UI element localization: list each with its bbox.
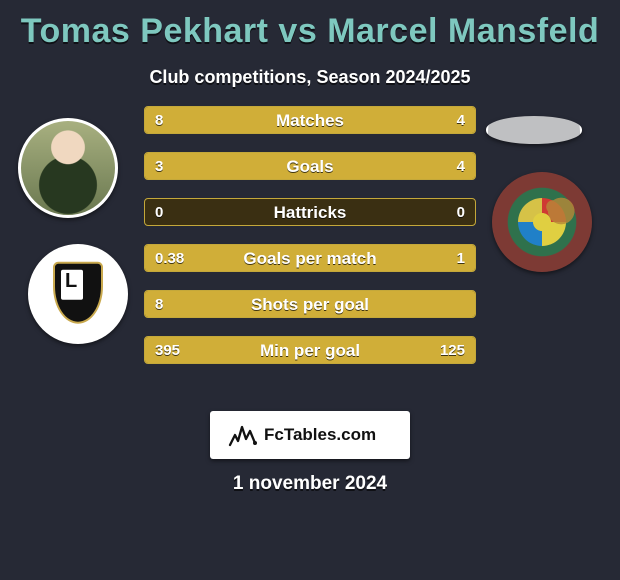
stat-stage: 84Matches 34Goals 0 0Hattricks 0.381Goals pe… — [8, 106, 612, 406]
player2-club-crest — [492, 172, 592, 272]
stat-bar-right — [224, 337, 475, 363]
stat-bar-left — [145, 337, 224, 363]
stat-bars: 84Matches 34Goals 0 0Hattricks 0.381Goals pe… — [144, 106, 476, 382]
page-title: Tomas Pekhart vs Marcel Mansfeld — [8, 12, 612, 51]
stat-row: 0 0Hattricks — [144, 198, 476, 226]
stat-label: Hattricks — [145, 199, 475, 226]
stat-bar-right — [236, 245, 475, 271]
stat-row: 8Shots per goal — [144, 290, 476, 318]
player2-avatar — [486, 116, 582, 144]
stat-row: 84Matches — [144, 106, 476, 134]
stat-row: 34Goals — [144, 152, 476, 180]
stat-bar-right — [365, 107, 475, 133]
player1-club-crest — [28, 244, 128, 344]
legia-shield-icon — [53, 262, 103, 324]
stat-row: 0.381Goals per match — [144, 244, 476, 272]
stat-bar-left — [145, 245, 236, 271]
stat-bar-left — [145, 291, 475, 317]
subtitle: Club competitions, Season 2024/2025 — [8, 67, 612, 88]
fctables-watermark: FcTables.com — [210, 411, 410, 459]
stat-bar-left — [145, 153, 287, 179]
fctables-label: FcTables.com — [264, 411, 376, 459]
snapshot-date: 1 november 2024 — [8, 473, 612, 495]
stat-value-right: 0 — [457, 199, 465, 226]
fctables-logo-icon — [228, 421, 258, 449]
stat-value-left: 0 — [155, 199, 163, 226]
comparison-card: Tomas Pekhart vs Marcel Mansfeld Club co… — [0, 0, 620, 495]
stat-row: 395125Min per goal — [144, 336, 476, 364]
player1-avatar — [18, 118, 118, 218]
stat-bar-right — [287, 153, 475, 179]
stat-bar-left — [145, 107, 365, 133]
